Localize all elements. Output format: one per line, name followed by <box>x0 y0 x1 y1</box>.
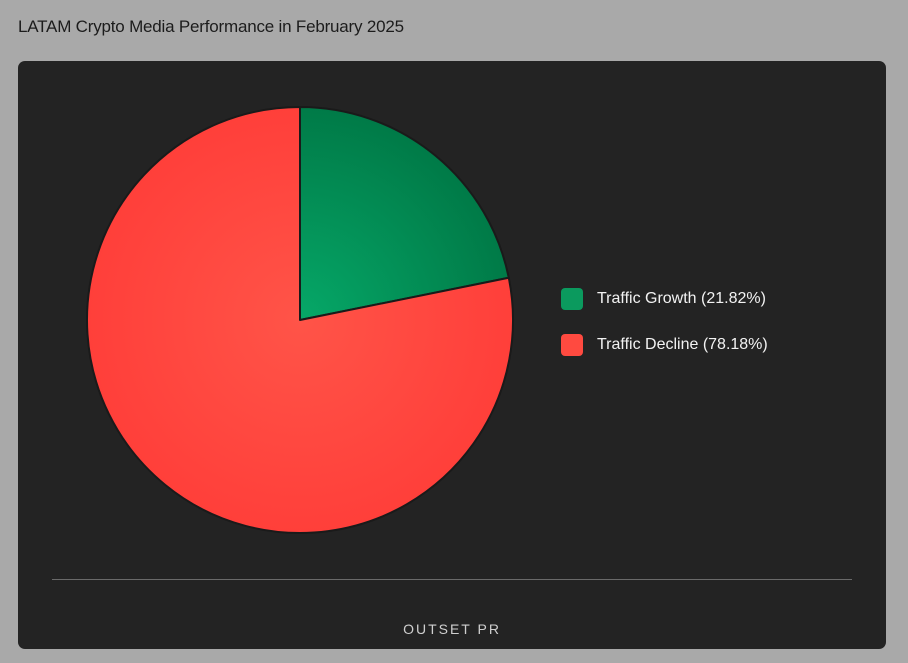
pie-chart <box>86 106 514 534</box>
legend-item-traffic-growth[interactable]: Traffic Growth (21.82%) <box>561 287 768 311</box>
legend-swatch-traffic-growth <box>561 288 583 310</box>
legend-swatch-traffic-decline <box>561 334 583 356</box>
legend-label-traffic-decline: Traffic Decline (78.18%) <box>597 336 768 353</box>
chart-card: Traffic Growth (21.82%) Traffic Decline … <box>18 61 886 649</box>
footer-divider <box>52 579 852 580</box>
brand-logo: OUTSET PR <box>403 621 501 637</box>
chart-legend: Traffic Growth (21.82%) Traffic Decline … <box>561 287 768 379</box>
pie-slice-traffic-growth[interactable] <box>299 106 510 321</box>
legend-label-traffic-growth: Traffic Growth (21.82%) <box>597 290 766 307</box>
page-title: LATAM Crypto Media Performance in Februa… <box>18 17 404 36</box>
legend-item-traffic-decline[interactable]: Traffic Decline (78.18%) <box>561 333 768 357</box>
pie-slice-traffic-decline[interactable] <box>86 106 514 534</box>
